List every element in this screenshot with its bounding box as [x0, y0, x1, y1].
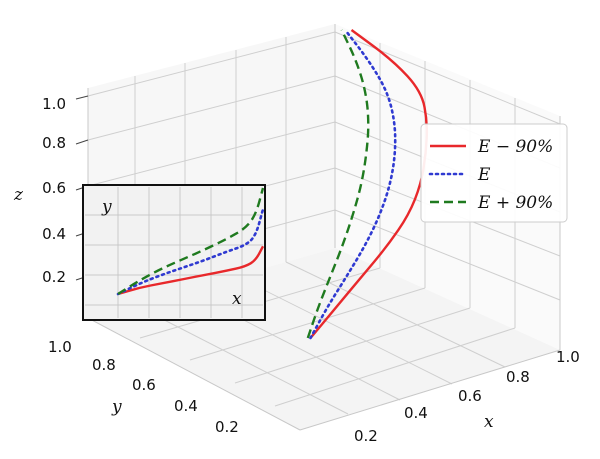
legend-label: E + 90%: [477, 193, 553, 213]
inset-grid: [85, 187, 263, 318]
inset-line-e-plus-90: [117, 187, 265, 296]
x-tick-label: 0.6: [458, 387, 482, 405]
z-tick-labels: 1.0 0.8 0.6 0.4 0.2: [42, 95, 66, 286]
z-tick-label: 1.0: [42, 95, 66, 113]
z-tick-label: 0.8: [42, 134, 66, 152]
inset-chart: y x: [82, 184, 266, 321]
y-tick-labels: 1.0 0.8 0.6 0.4 0.2: [48, 338, 239, 436]
y-tick-label: 0.8: [92, 356, 116, 374]
x-axis-label: x: [484, 412, 494, 432]
y-tick-label: 0.4: [174, 397, 198, 415]
series-line-e-minus-90: [309, 29, 429, 339]
y-tick-label: 1.0: [48, 338, 72, 356]
z-axis-label: z: [13, 185, 24, 205]
x-tick-label: 0.4: [404, 404, 428, 422]
x-tick-label: 0.2: [354, 427, 378, 445]
series-line-e: [309, 28, 397, 340]
inset-line-e-minus-90: [117, 245, 265, 296]
legend-label: E − 90%: [477, 137, 553, 157]
x-tick-label: 1.0: [556, 348, 580, 366]
y-tick-label: 0.6: [132, 376, 156, 394]
inset-line-e: [116, 207, 265, 296]
z-tick-label: 0.6: [42, 179, 66, 197]
z-tick-label: 0.2: [42, 268, 66, 286]
x-tick-label: 0.8: [506, 368, 530, 386]
inset-frame: [82, 184, 266, 321]
inset-y-label: y: [101, 197, 112, 217]
legend-box: [420, 123, 568, 223]
z-tick-label: 0.4: [42, 225, 66, 243]
y-axis-label: y: [111, 397, 122, 417]
legend-label: E: [477, 165, 491, 185]
y-tick-label: 0.2: [215, 418, 239, 436]
inset-x-label: x: [232, 289, 242, 309]
series-lines: [306, 28, 429, 340]
x-tick-labels: 0.2 0.4 0.6 0.8 1.0: [354, 348, 580, 445]
series-line-e-plus-90: [306, 29, 370, 339]
legend: E − 90% E E + 90%: [420, 123, 568, 223]
